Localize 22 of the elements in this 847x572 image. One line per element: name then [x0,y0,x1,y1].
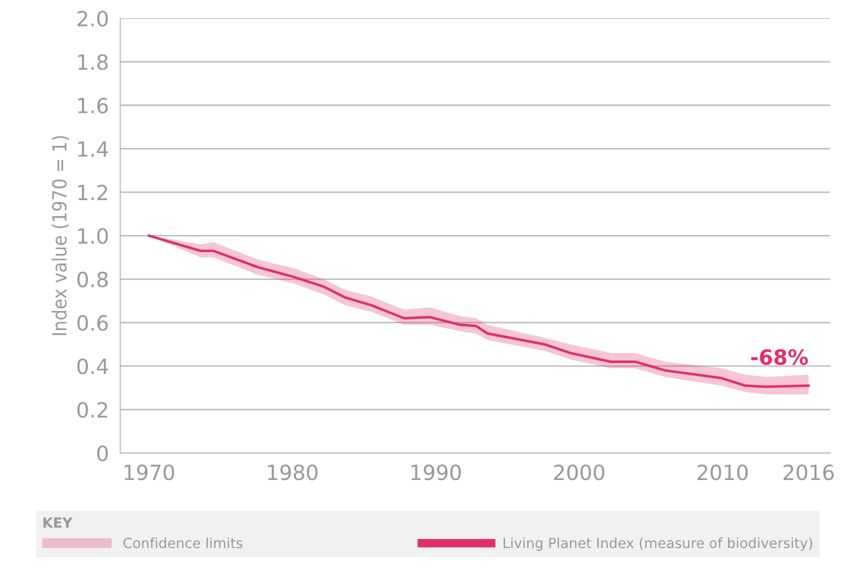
y-tick-label: 0 [97,445,108,462]
x-tick-label: 2010 [698,464,748,480]
x-tick-label: 2016 [784,464,834,480]
y-tick-label: 0.2 [77,402,108,418]
legend-label: Living Planet Index (measure of biodiversity) [504,537,812,551]
y-tick-label: 1.0 [78,228,108,244]
y-tick-label: 2.0 [78,10,108,27]
y-tick-label: 1.8 [78,54,108,70]
x-tick-label: 1970 [124,464,174,480]
x-tick-label: 1990 [412,464,461,480]
y-axis-title: Index value (1970 = 1) [52,136,69,335]
annotation: -68% [751,349,808,365]
legend-title: KEY [43,518,73,528]
text: Confidence limits [123,537,242,548]
y-tick-label: 1.4 [78,141,108,157]
x-tick-label: 1980 [268,464,318,480]
y-tick-label: 1.6 [78,98,108,114]
y-tick-label: 0.6 [77,315,108,331]
y-tick-label: 0.8 [77,272,108,288]
y-tick-label: 0.4 [77,358,108,374]
y-tick-label: 1.2 [78,184,108,200]
x-tick-label: 2000 [554,464,604,480]
